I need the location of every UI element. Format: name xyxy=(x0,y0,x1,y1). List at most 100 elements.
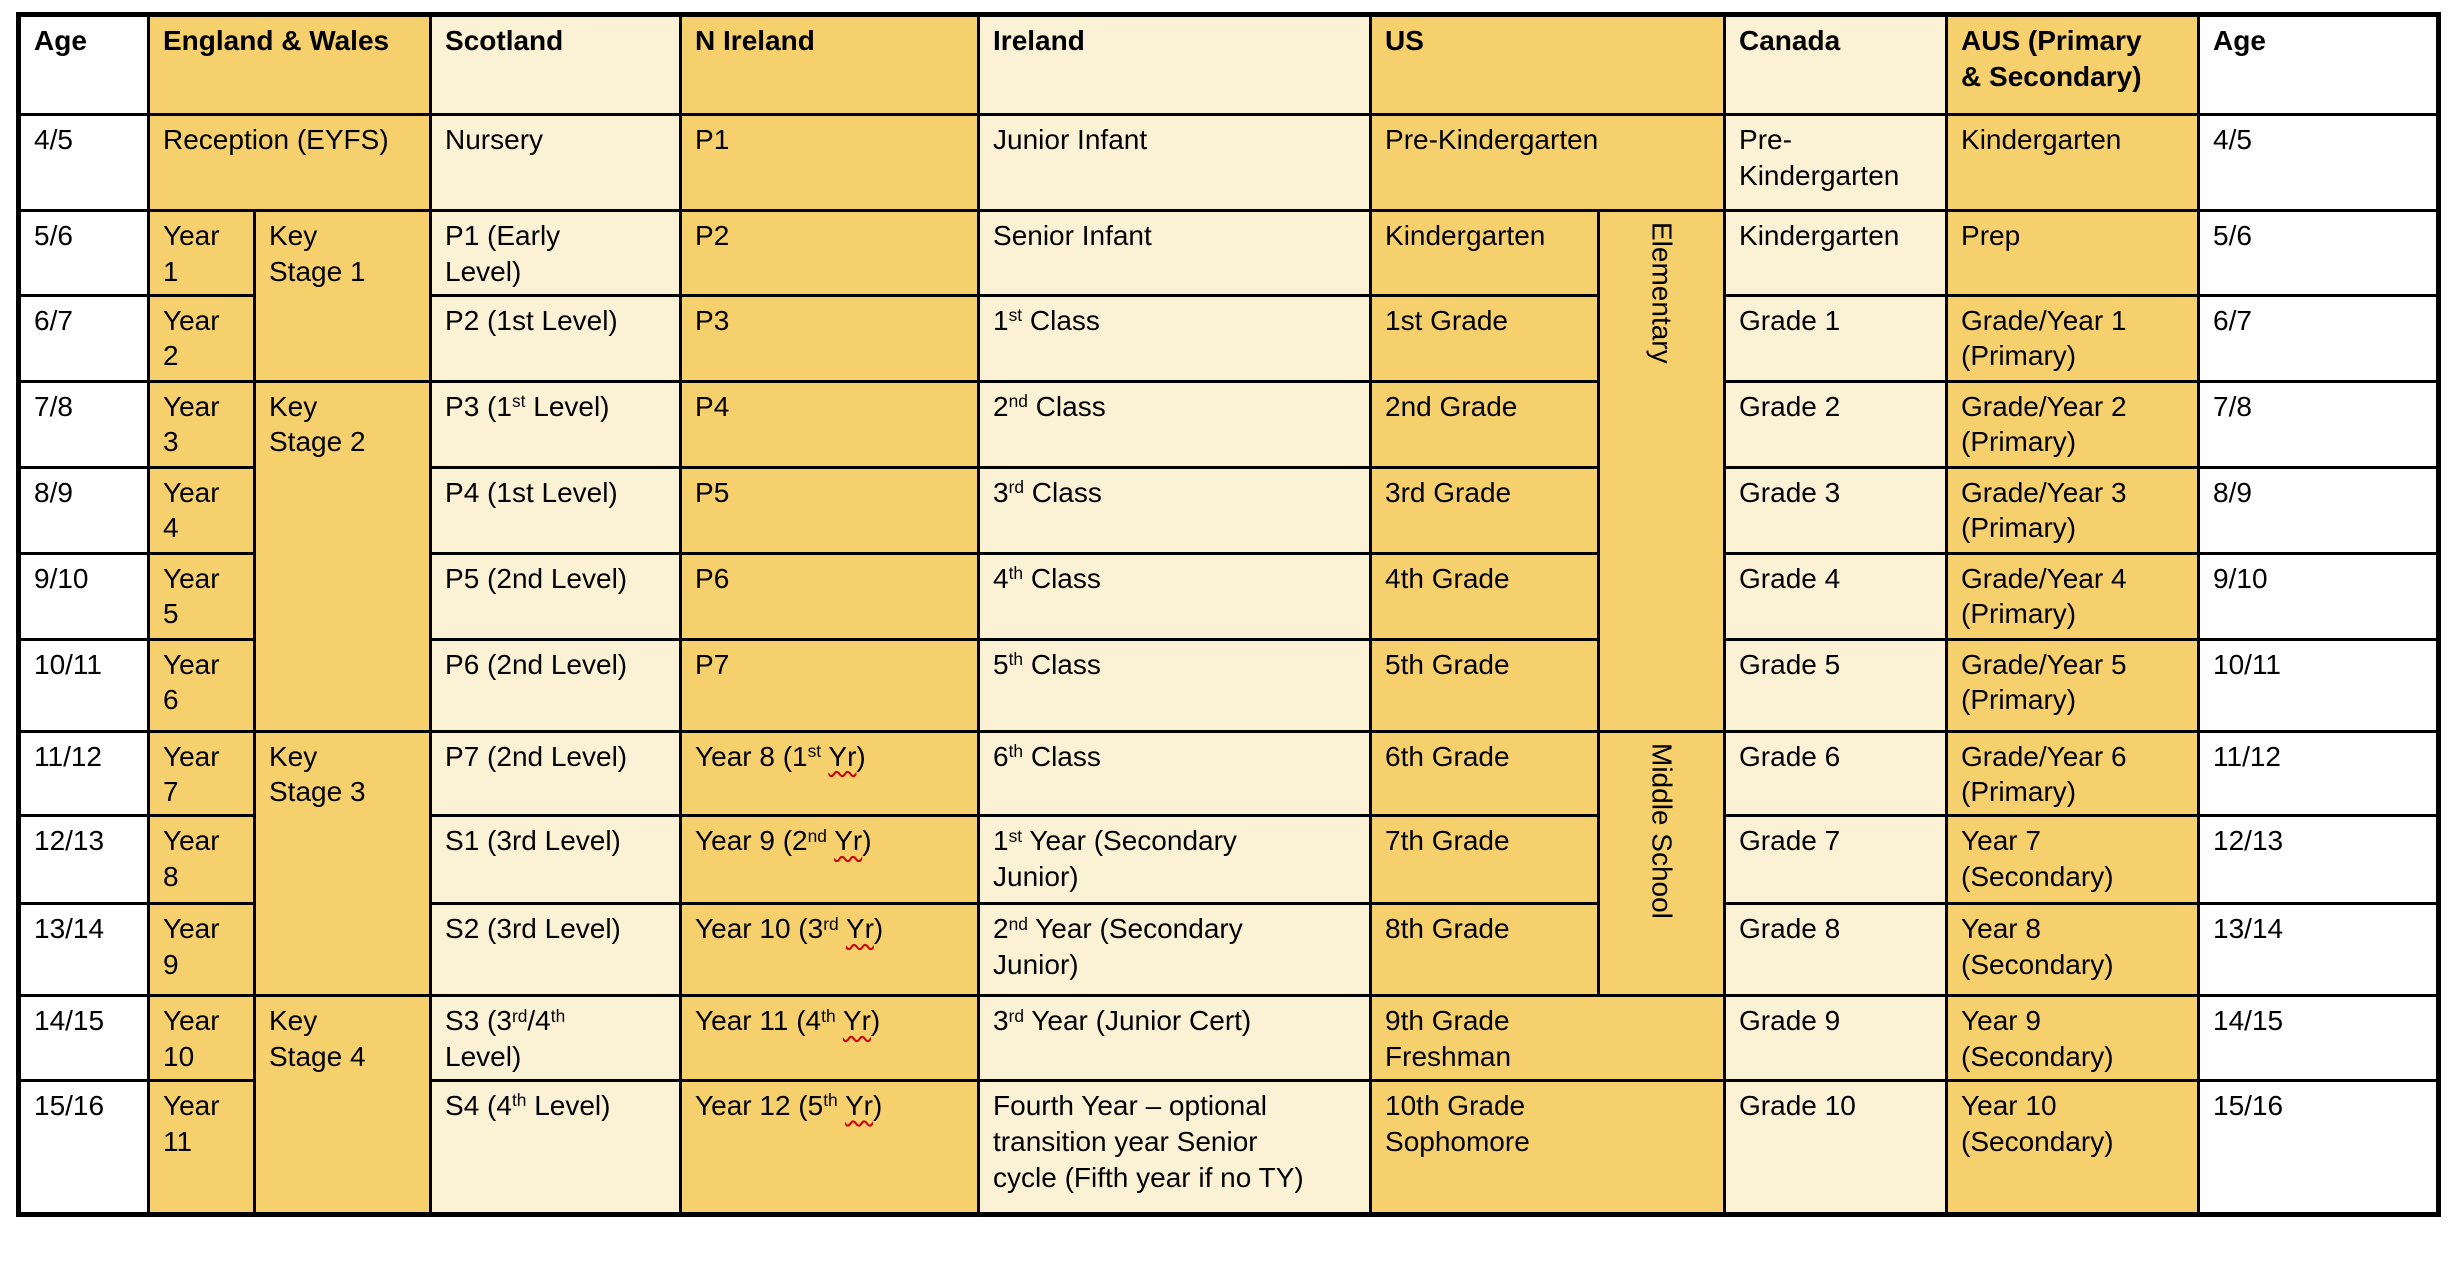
cell-n-ireland: P5 xyxy=(679,465,981,555)
cell-ew-year: Year 5 xyxy=(147,551,256,641)
cell-age-left: 13/14 xyxy=(17,902,150,998)
cell-ew-year: Year 1 xyxy=(147,209,256,297)
cell-ireland: 5th Class xyxy=(977,637,1373,733)
header-us: US xyxy=(1369,13,1727,116)
cell-age-left: 12/13 xyxy=(17,814,150,906)
cell-n-ireland: P6 xyxy=(679,551,981,641)
cell-canada: Grade 1 xyxy=(1723,293,1949,383)
cell-age-left: 5/6 xyxy=(17,209,150,297)
table-row: 6/7 Year 2 P2 (1st Level) P3 1st Class 1s… xyxy=(17,293,2441,383)
table-row: 8/9 Year 4 P4 (1st Level) P5 3rd Class 3r… xyxy=(17,465,2441,555)
cell-age-right: 14/15 xyxy=(2197,994,2441,1082)
header-scotland: Scotland xyxy=(429,13,683,116)
table-row: 5/6 Year 1 Key Stage 1 P1 (Early Level) P2 … xyxy=(17,209,2441,733)
cell-ireland: Senior Infant xyxy=(977,209,1373,297)
cell-scotland: S4 (4th Level) xyxy=(429,1078,683,1216)
cell-n-ireland: P3 xyxy=(679,293,981,383)
cell-canada: Grade 4 xyxy=(1723,551,1949,641)
table-row: 12/13 Year 8 S1 (3rd Level) Year 9 (2nd Y… xyxy=(17,814,2441,906)
cell-age-left: 8/9 xyxy=(17,465,150,555)
table-row: 4/5 Reception (EYFS) Nursery P1 Junior I… xyxy=(17,113,2441,212)
cell-ireland: Junior Infant xyxy=(977,113,1373,212)
cell-age-right: 9/10 xyxy=(2197,551,2441,641)
cell-scotland: P7 (2nd Level) xyxy=(429,729,683,818)
cell-age-left: 15/16 xyxy=(17,1078,150,1216)
cell-scotland: P5 (2nd Level) xyxy=(429,551,683,641)
cell-us-grade: 8th Grade xyxy=(1369,902,1601,998)
cell-us-grade: 6th Grade xyxy=(1369,729,1601,818)
header-n-ireland: N Ireland xyxy=(679,13,981,116)
cell-aus: Grade/Year 6 (Primary) xyxy=(1945,729,2201,818)
cell-age-left: 10/11 xyxy=(17,637,150,733)
table-row: 10/11 Year 6 P6 (2nd Level) P7 5th Class … xyxy=(17,637,2441,733)
cell-ew-year: Year 6 xyxy=(147,637,256,733)
cell-scotland: P3 (1st Level) xyxy=(429,379,683,469)
cell-age-right: 13/14 xyxy=(2197,902,2441,998)
cell-canada: Grade 6 xyxy=(1723,729,1949,818)
cell-age-right: 15/16 xyxy=(2197,1078,2441,1216)
cell-england-wales: Reception (EYFS) xyxy=(146,113,433,212)
cell-aus: Grade/Year 3 (Primary) xyxy=(1945,465,2201,555)
header-aus: AUS (Primary & Secondary) xyxy=(1945,13,2201,116)
cell-canada: Grade 5 xyxy=(1723,637,1949,733)
cell-age-right: 8/9 xyxy=(2197,465,2441,555)
cell-scotland: P6 (2nd Level) xyxy=(429,637,683,733)
cell-ew-year: Year 4 xyxy=(147,465,256,555)
table-row: 9/10 Year 5 P5 (2nd Level) P6 4th Class 4… xyxy=(17,551,2441,641)
cell-n-ireland: Year 10 (3rd Yr) xyxy=(679,902,981,998)
cell-aus: Grade/Year 1 (Primary) xyxy=(1945,293,2201,383)
cell-scotland: P2 (1st Level) xyxy=(429,293,683,383)
cell-ew-key-stage-3: Key Stage 3 xyxy=(252,729,433,998)
cell-scotland: Nursery xyxy=(429,113,683,212)
cell-ireland: 2nd Class xyxy=(977,379,1373,469)
cell-ireland: 1st Year (Secondary Junior) xyxy=(977,814,1373,906)
cell-scotland: S2 (3rd Level) xyxy=(429,902,683,998)
cell-ew-year: Year 8 xyxy=(147,814,256,906)
table-row: 13/14 Year 9 S2 (3rd Level) Year 10 (3rd … xyxy=(17,902,2441,998)
cell-scotland: P4 (1st Level) xyxy=(429,465,683,555)
cell-us: 10th Grade Sophomore xyxy=(1369,1078,1727,1216)
cell-ew-key-stage-1: Key Stage 1 xyxy=(252,209,433,383)
cell-ireland: 1st Class xyxy=(977,293,1373,383)
table-row: 15/16 Year 11 S4 (4th Level) Year 12 (5th… xyxy=(17,1078,2441,1216)
cell-age-right: 5/6 xyxy=(2197,209,2441,297)
cell-us-stage-elementary: Elementary xyxy=(1597,209,1727,733)
cell-aus: Year 10 (Secondary) xyxy=(1945,1078,2201,1216)
cell-ireland: 3rd Class xyxy=(977,465,1373,555)
cell-age-right: 7/8 xyxy=(2197,379,2441,469)
cell-scotland: S1 (3rd Level) xyxy=(429,814,683,906)
cell-us-grade: 3rd Grade xyxy=(1369,465,1601,555)
cell-ew-year: Year 11 xyxy=(147,1078,256,1216)
header-england-wales: England & Wales xyxy=(146,13,433,116)
cell-scotland: P1 (Early Level) xyxy=(429,209,683,297)
cell-canada: Grade 7 xyxy=(1723,814,1949,906)
cell-canada: Grade 3 xyxy=(1723,465,1949,555)
cell-scotland: S3 (3rd/4th Level) xyxy=(429,994,683,1082)
cell-ireland: Fourth Year – optional transition year Se… xyxy=(977,1078,1373,1216)
cell-canada: Kindergarten xyxy=(1723,209,1949,297)
cell-ireland: 4th Class xyxy=(977,551,1373,641)
cell-n-ireland: P7 xyxy=(679,637,981,733)
header-ireland: Ireland xyxy=(977,13,1373,116)
cell-ew-year: Year 9 xyxy=(147,902,256,998)
cell-age-left: 4/5 xyxy=(17,113,150,212)
cell-canada: Grade 9 xyxy=(1723,994,1949,1082)
header-age-right: Age xyxy=(2197,13,2441,116)
cell-ireland: 2nd Year (Secondary Junior) xyxy=(977,902,1373,998)
cell-us: Pre-Kindergarten xyxy=(1369,113,1727,212)
cell-age-left: 7/8 xyxy=(17,379,150,469)
table-row: 7/8 Year 3 Key Stage 2 P3 (1st Level) P4 2… xyxy=(17,379,2441,733)
cell-us-grade: 1st Grade xyxy=(1369,293,1601,383)
cell-aus: Year 8 (Secondary) xyxy=(1945,902,2201,998)
table-row: 11/12 Year 7 Key Stage 3 P7 (2nd Level) Ye… xyxy=(17,729,2441,998)
cell-aus: Grade/Year 5 (Primary) xyxy=(1945,637,2201,733)
cell-us-grade: 4th Grade xyxy=(1369,551,1601,641)
cell-ireland: 6th Class xyxy=(977,729,1373,818)
cell-canada: Pre- Kindergarten xyxy=(1723,113,1949,212)
cell-age-right: 10/11 xyxy=(2197,637,2441,733)
cell-aus: Year 9 (Secondary) xyxy=(1945,994,2201,1082)
cell-n-ireland: Year 11 (4th Yr) xyxy=(679,994,981,1082)
cell-aus: Grade/Year 2 (Primary) xyxy=(1945,379,2201,469)
cell-ew-year: Year 3 xyxy=(147,379,256,469)
cell-age-right: 4/5 xyxy=(2197,113,2441,212)
